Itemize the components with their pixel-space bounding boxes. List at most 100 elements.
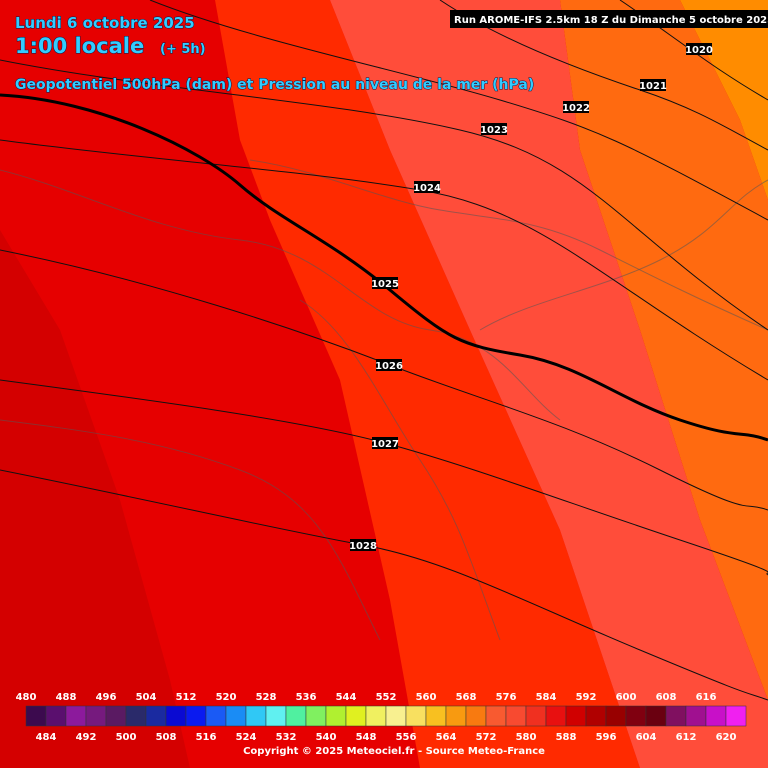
colorbar-swatch (245, 705, 267, 727)
isobar-line (0, 93, 768, 442)
colorbar-swatch (285, 705, 307, 727)
isobar-label: 1022 (562, 103, 590, 114)
isobar-label-bg (640, 79, 666, 91)
colorbar-label: 500 (116, 732, 137, 743)
isobar-line (0, 379, 768, 576)
isobar-label-bg (686, 43, 712, 55)
colorbar-swatch (525, 705, 547, 727)
isobar-label: 1020 (685, 45, 713, 56)
colorbar-swatch (425, 705, 447, 727)
border (249, 159, 768, 331)
isobar-label-bg (481, 123, 507, 135)
band (680, 0, 768, 200)
colorbar-swatch (465, 705, 487, 727)
colorbar-label: 520 (216, 692, 237, 703)
colorbar-label: 504 (136, 692, 157, 703)
colorbar-label: 484 (36, 732, 57, 743)
colorbar-swatch (125, 705, 147, 727)
colorbar-label: 508 (156, 732, 177, 743)
offset: (+ 5h) (160, 42, 206, 57)
isobar-line (149, 0, 768, 221)
colorbar-swatch (365, 705, 387, 727)
colorbar-label: 600 (616, 692, 637, 703)
border (0, 169, 561, 421)
colorbar-label: 512 (176, 692, 197, 703)
colorbar-label: 556 (396, 732, 417, 743)
colorbar-swatch (565, 705, 587, 727)
isobar-line (0, 249, 768, 511)
colorbar-label: 604 (636, 732, 657, 743)
colorbar-swatch (205, 705, 227, 727)
colorbar-label: 612 (676, 732, 697, 743)
band (560, 0, 768, 700)
colorbar-swatch (645, 705, 667, 727)
colorbar-label: 588 (556, 732, 577, 743)
colorbar-label: 492 (76, 732, 97, 743)
band (215, 0, 640, 768)
colorbar-label: 516 (196, 732, 217, 743)
colorbar-swatch (705, 705, 727, 727)
colorbar-label: 488 (56, 692, 77, 703)
colorbar-swatch (665, 705, 687, 727)
colorbar-label: 576 (496, 692, 517, 703)
colorbar-swatch (405, 705, 427, 727)
parameter: Geopotentiel 500hPa (dam) et Pression au… (15, 77, 534, 93)
colorbar-label: 584 (536, 692, 557, 703)
colorbar-swatch (385, 705, 407, 727)
colorbar-label: 596 (596, 732, 617, 743)
colorbar-label: 592 (576, 692, 597, 703)
isobar-label: 1027 (371, 439, 399, 450)
isobar-line (0, 469, 768, 701)
colorbar-label: 560 (416, 692, 437, 703)
colorbar-swatch (265, 705, 287, 727)
colorbar-label: 620 (716, 732, 737, 743)
colorbar-label: 616 (696, 692, 717, 703)
colorbar-swatch (685, 705, 707, 727)
isobar-label-bg (372, 277, 398, 289)
colorbar-swatch (625, 705, 647, 727)
colorbar-swatch (85, 705, 107, 727)
colorbar-swatch (445, 705, 467, 727)
colorbar-swatch (45, 705, 67, 727)
isobar-label-bg (372, 437, 398, 449)
colorbar-swatch (505, 705, 527, 727)
colorbar-swatch (305, 705, 327, 727)
border (0, 419, 381, 641)
colorbar-label: 548 (356, 732, 377, 743)
colorbar-label: 536 (296, 692, 317, 703)
colorbar-swatch (545, 705, 567, 727)
colorbar-label: 544 (336, 692, 357, 703)
colorbar-swatch (65, 705, 87, 727)
colorbar-label: 524 (236, 732, 257, 743)
isobar-label: 1024 (413, 183, 441, 194)
colorbar-label: 528 (256, 692, 277, 703)
colorbar-label: 564 (436, 732, 457, 743)
colorbar-label: 496 (96, 692, 117, 703)
isobar-line (439, 0, 768, 151)
colorbar-label: 568 (456, 692, 477, 703)
isobar-label: 1026 (375, 361, 403, 372)
isobar-label-bg (376, 359, 402, 371)
colorbar-swatch (185, 705, 207, 727)
border (479, 179, 768, 331)
colorbar-swatch (725, 705, 747, 727)
border (299, 299, 501, 641)
copyright: Copyright © 2025 Meteociel.fr - Source M… (243, 746, 545, 757)
isobar-label-bg (563, 101, 589, 113)
band (0, 230, 190, 768)
colorbar-swatch (485, 705, 507, 727)
isobar-label: 1023 (480, 125, 508, 136)
isobar-label: 1025 (371, 279, 399, 290)
isobar-label-bg (350, 539, 376, 551)
time: 1:00 locale (15, 34, 144, 58)
isobar-label-bg (414, 181, 440, 193)
colorbar-label: 540 (316, 732, 337, 743)
isobar-line (0, 59, 768, 331)
colorbar-label: 552 (376, 692, 397, 703)
isobar-label: 1021 (639, 81, 667, 92)
colorbar-swatch (325, 705, 347, 727)
colorbar-label: 480 (16, 692, 37, 703)
colorbar-swatch (105, 705, 127, 727)
run-box (450, 10, 768, 28)
